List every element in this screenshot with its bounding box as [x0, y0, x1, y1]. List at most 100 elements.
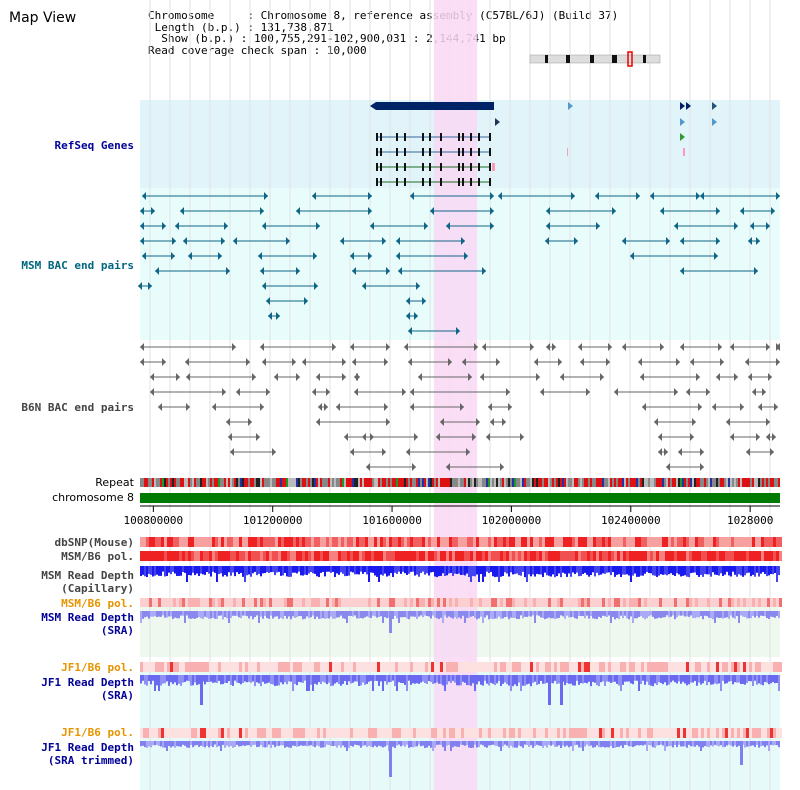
msm-b6-pol-sra-cell [359, 598, 362, 607]
msm-depth-sra-bar [286, 611, 288, 619]
jf1-depth-trim-bar [686, 741, 688, 748]
jf1-b6-pol-trim-cell [641, 728, 644, 738]
msm-depth-cap-bar [406, 566, 408, 575]
track-label-msm-b6-pol-sra[interactable]: MSM/B6 pol. [61, 597, 134, 610]
repeat-element [392, 478, 394, 487]
msm-depth-cap-bar [646, 566, 648, 573]
repeat-element [530, 478, 532, 487]
dbsnp-cell [695, 537, 698, 547]
track-label-msm-depth-sra[interactable]: MSM Read Depth [41, 611, 134, 624]
refseq-exon [396, 163, 398, 171]
msm-depth-sra-bar [316, 611, 318, 617]
msm-depth-sra-bar [558, 611, 560, 618]
msm-depth-sra-bar [322, 611, 324, 619]
msm-depth-sra-bar [186, 611, 188, 616]
msm-depth-sra-bar [726, 611, 728, 618]
jf1-b6-pol-cell [371, 662, 374, 672]
jf1-depth-trim-bar [690, 741, 692, 747]
jf1-b6-pol-cell [656, 662, 659, 672]
track-label-jf1-b6-pol[interactable]: JF1/B6 pol. [61, 661, 134, 674]
jf1-b6-pol-trim-cell [323, 728, 326, 738]
track-label-jf1-depth-sra[interactable]: JF1 Read Depth [41, 676, 134, 689]
jf1-depth-sra-bar [708, 675, 710, 682]
dbsnp-cell [536, 537, 539, 547]
jf1-depth-sra-bar [158, 675, 160, 691]
msm-depth-cap-bar [672, 566, 674, 575]
jf1-depth-trim-bar [376, 741, 378, 748]
dbsnp-cell [149, 537, 152, 547]
repeat-element [270, 478, 272, 487]
track-label-msm-b6-pol[interactable]: MSM/B6 pol. [61, 550, 134, 563]
repeat-element [740, 478, 742, 487]
repeat-element [206, 478, 208, 487]
refseq-exon [478, 148, 480, 156]
msm-b6-pol-cell [362, 551, 365, 561]
msm-b6-pol-sra-cell [239, 598, 242, 607]
track-label-msm-depth-cap[interactable]: MSM Read Depth [41, 569, 134, 582]
jf1-depth-sra-bar [440, 675, 442, 684]
msm-depth-cap-bar [774, 566, 776, 574]
jf1-depth-sra-bar [560, 675, 563, 705]
jf1-depth-trim-bar [530, 741, 532, 746]
jf1-depth-sra-bar [660, 675, 662, 684]
msm-depth-sra-bar [222, 611, 224, 620]
msm-b6-pol-sra-cell [245, 598, 248, 607]
track-label-dbsnp[interactable]: dbSNP(Mouse) [55, 536, 134, 549]
msm-depth-sra-bar [292, 611, 294, 617]
track-label-jf1-b6-pol-trim[interactable]: JF1/B6 pol. [61, 726, 134, 739]
jf1-depth-trim-bar [238, 741, 240, 747]
jf1-b6-pol-cell [602, 662, 605, 672]
track-label-b6n-bac[interactable]: B6N BAC end pairs [21, 401, 134, 414]
jf1-b6-pol-trim-cell [569, 728, 572, 738]
jf1-depth-sra-bar [148, 675, 150, 682]
jf1-b6-pol-trim-cell [755, 728, 758, 738]
jf1-b6-pol-cell [185, 662, 188, 672]
msm-depth-sra-bar [184, 611, 186, 623]
jf1-depth-sra-bar [312, 675, 314, 691]
track-label-refseq[interactable]: RefSeq Genes [55, 139, 134, 152]
repeat-element [330, 478, 332, 487]
jf1-depth-trim-bar [722, 741, 724, 748]
jf1-depth-sra-bar [408, 675, 410, 681]
jf1-depth-sra-bar [434, 675, 436, 684]
msm-b6-pol-sra-cell [704, 598, 707, 607]
msm-depth-cap-bar [376, 566, 378, 577]
refseq-exon [470, 178, 472, 186]
b6n-bac-pair-end [482, 343, 486, 351]
jf1-depth-sra-bar [450, 675, 452, 684]
msm-bac-pair-end [396, 237, 400, 245]
msm-b6-pol-sra-cell [659, 598, 662, 607]
refseq-gene-arrow [712, 118, 717, 126]
repeat-element [580, 478, 582, 487]
repeat-element [694, 478, 696, 487]
dbsnp-cell [686, 537, 689, 547]
jf1-b6-pol-trim-cell [224, 728, 227, 738]
jf1-depth-trim-bar [406, 741, 408, 745]
track-label-jf1-depth-trim[interactable]: JF1 Read Depth [41, 741, 134, 754]
msm-b6-pol-sra-cell [251, 598, 254, 607]
repeat-element [738, 478, 740, 487]
dbsnp-cell [398, 537, 401, 547]
repeat-element [492, 478, 494, 487]
msm-depth-sra-bar [708, 611, 710, 618]
repeat-element [624, 478, 626, 487]
jf1-depth-sra-bar [622, 675, 624, 685]
jf1-depth-sra-bar [176, 675, 178, 686]
track-label-msm-bac[interactable]: MSM BAC end pairs [21, 259, 134, 272]
msm-b6-pol-cell [320, 551, 323, 561]
msm-bac-pair-end [756, 237, 760, 245]
b6n-bac-pair-end [500, 463, 504, 471]
refseq-gene-arrow [712, 102, 717, 110]
msm-b6-pol-cell [554, 551, 557, 561]
msm-b6-pol-sra-cell [518, 598, 521, 607]
repeat-element [274, 478, 276, 487]
jf1-b6-pol-trim-cell [605, 728, 608, 738]
msm-depth-cap-bar [570, 566, 572, 577]
msm-depth-cap-bar [398, 566, 400, 572]
chromosome-ideogram-icon[interactable] [529, 51, 661, 67]
refseq-exon [478, 163, 480, 171]
jf1-depth-sra-bar [398, 675, 400, 683]
jf1-depth-trim-bar [644, 741, 646, 745]
dbsnp-cell [296, 537, 299, 547]
